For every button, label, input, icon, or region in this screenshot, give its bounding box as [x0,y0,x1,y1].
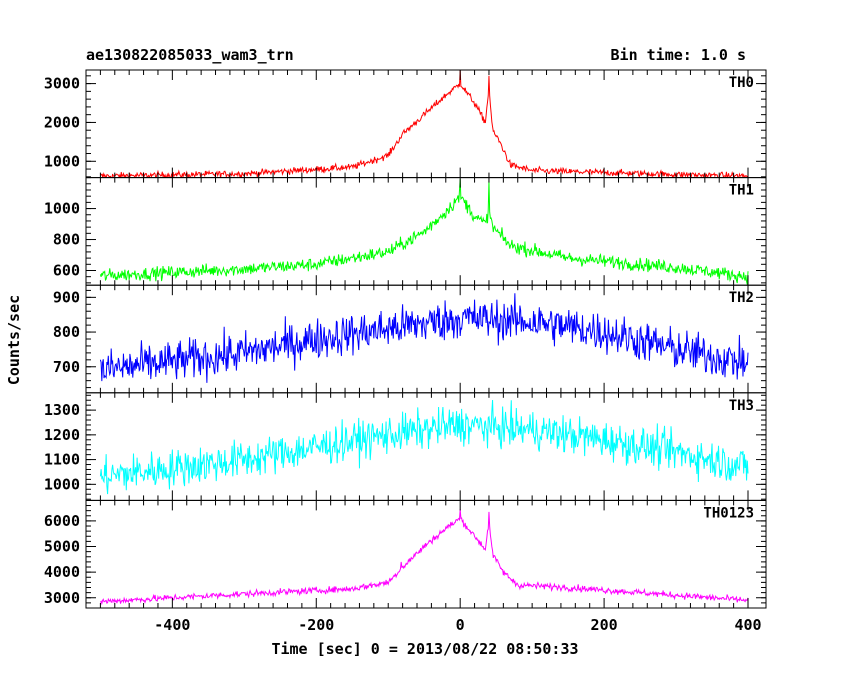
x-tick-label: 400 [734,616,761,634]
y-tick-label: 900 [53,288,80,306]
panel-th0123: 3000 4000 5000 6000 TH0123 [44,499,767,609]
panel-th1: 600 800 1000 TH1 [44,177,767,286]
y-tick-label: 3000 [44,589,80,607]
y-tick-label: 4000 [44,563,80,581]
panel-th3: 1000 1100 1200 1300 TH3 [44,392,767,501]
x-tick-label: -400 [154,616,190,634]
y-tick-label: 700 [53,358,80,376]
panel-frame [85,69,767,179]
x-tick-label: 0 [456,616,465,634]
y-tick-label: 800 [53,323,80,341]
x-axis-label: Time [sec] 0 = 2013/08/22 08:50:33 [271,640,578,658]
panel-label-th2: TH2 [729,290,754,306]
x-tick-label: -200 [298,616,334,634]
series-line-th0123 [99,509,749,606]
y-tick-label: 6000 [44,512,80,530]
panel-label-th1: TH1 [729,183,754,199]
y-tick-label: 800 [53,231,80,249]
chart-title: ae130822085033_wam3_trn [86,46,294,64]
series-line-th3 [99,400,749,495]
y-tick-label: 1100 [44,451,80,469]
panel-th0: 1000 2000 3000 TH0 [44,69,767,179]
panel-label-th0123: TH0123 [703,505,754,521]
series-line-th1 [99,179,749,285]
series-line-th2 [99,293,749,383]
y-tick-label: 5000 [44,538,80,556]
y-tick-label: 600 [53,261,80,279]
panel-th2: 700 800 900 TH2 [53,284,767,394]
bin-time-label: Bin time: 1.0 s [611,46,746,64]
y-tick-label: 1000 [44,475,80,493]
panel-label-th0: TH0 [729,75,754,91]
series-line-th0 [100,70,749,178]
x-tick-label: 200 [591,616,618,634]
panel-frame [85,392,767,501]
panel-frame [85,499,767,609]
y-tick-label: 3000 [44,75,80,93]
y-axis-label: Counts/sec [5,295,23,385]
panel-stack: 1000 2000 3000 TH0 600 800 1000 TH1 700 800 900 TH2… [44,69,767,609]
y-tick-label: 1000 [44,152,80,170]
y-tick-label: 2000 [44,113,80,131]
y-tick-label: 1000 [44,200,80,218]
panel-label-th3: TH3 [729,398,754,414]
y-tick-label: 1300 [44,401,80,419]
x-axis: -400 -200 0 200 400 [154,616,761,634]
y-tick-label: 1200 [44,426,80,444]
